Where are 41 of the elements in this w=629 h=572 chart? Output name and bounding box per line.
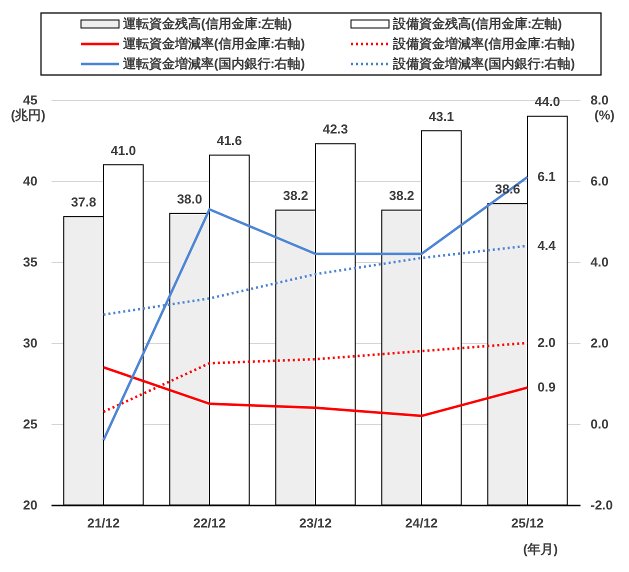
y2-tick-label: 2.0 [590, 336, 609, 350]
y-tick-label: 35 [23, 254, 38, 270]
y2-tick-label: 6.0 [590, 174, 609, 188]
data-label: 43.1 [428, 108, 454, 124]
y-tick-label: 25 [23, 416, 38, 432]
x-tick-label: 25/12 [511, 516, 544, 530]
legend-label: 運転資金残高(信用金庫:左軸) [122, 16, 292, 31]
line-series [102, 176, 529, 442]
y-tick-label: 45 [23, 92, 38, 108]
data-label: 42.3 [322, 122, 348, 137]
data-label: 2.0 [538, 335, 556, 350]
data-label: 41.0 [110, 142, 136, 158]
line-series [102, 342, 529, 414]
y2-tick-label: 4.0 [590, 254, 609, 270]
legend-label: 設備資金残高(信用金庫:左軸) [392, 16, 562, 31]
x-tick-label: 24/12 [405, 516, 438, 530]
y2-tick-label: -2.0 [590, 498, 613, 512]
x-axis-title: (年月) [523, 542, 558, 556]
data-label: 0.9 [538, 380, 556, 395]
x-tick-label: 22/12 [193, 516, 226, 530]
y-axis-title: (兆円) [10, 108, 46, 122]
legend-label: 設備資金増減率(信用金庫:右軸) [392, 36, 575, 51]
legend-label: 運転資金増減率(国内銀行:右軸) [122, 56, 305, 71]
x-tick-label: 21/12 [87, 516, 120, 530]
data-label: 38.2 [282, 188, 308, 204]
data-label: 37.8 [70, 194, 96, 210]
data-label: 41.6 [216, 133, 242, 148]
y-tick-label: 30 [23, 336, 38, 350]
data-label: 4.4 [538, 238, 556, 253]
y2-axis-title: (%) [594, 108, 615, 122]
y-tick-label: 20 [23, 498, 38, 512]
legend-label: 運転資金増減率(信用金庫:右軸) [122, 36, 305, 51]
x-tick-label: 23/12 [299, 516, 332, 530]
legend-label: 設備資金増減率(国内銀行:右軸) [392, 56, 575, 71]
data-label: 38.0 [176, 191, 202, 206]
data-label: 6.1 [538, 168, 556, 184]
data-label: 38.2 [388, 188, 414, 204]
y-tick-label: 40 [23, 174, 38, 188]
data-label: 44.0 [534, 94, 560, 110]
y2-tick-label: 8.0 [590, 92, 609, 108]
y2-tick-label: 0.0 [590, 416, 609, 432]
